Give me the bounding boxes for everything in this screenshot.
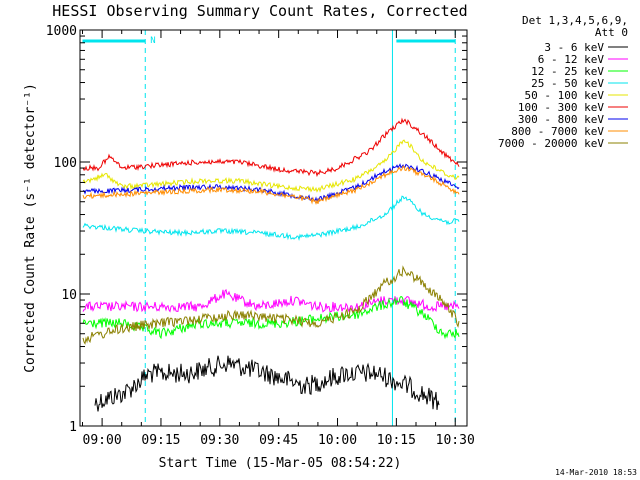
x-tick-label: 09:15 <box>141 433 180 448</box>
series-3-6-keV-kev-line <box>94 355 440 412</box>
legend-title: Det 1,3,4,5,6,9, <box>522 14 628 27</box>
series-100-300-keV-kev-line <box>82 117 460 178</box>
x-tick-label: 09:45 <box>259 433 298 448</box>
footer-timestamp: 14-Mar-2010 18:53 <box>555 468 637 477</box>
x-axis-label: Start Time (15-Mar-05 08:54:22) <box>159 456 402 471</box>
series-12-25-keV-kev-line <box>82 295 460 340</box>
legend-entry-label: 50 - 100 keV <box>525 89 605 102</box>
legend-entry-label: 6 - 12 keV <box>538 53 605 66</box>
y-tick-label: 1 <box>69 420 77 435</box>
legend-entry-label: 25 - 50 keV <box>531 77 604 90</box>
chart-title: HESSI Observing Summary Count Rates, Cor… <box>52 2 467 20</box>
x-tick-label: 09:00 <box>83 433 122 448</box>
series-300-800-keV-kev-line <box>82 163 460 204</box>
legend-entry-label: 300 - 800 keV <box>518 113 604 126</box>
plot-area: N <box>82 30 460 426</box>
y-tick-label: 100 <box>54 156 77 171</box>
series-6-12-keV-kev-line <box>82 288 460 313</box>
x-tick-label: 10:00 <box>318 433 357 448</box>
legend-entry-label: 100 - 300 keV <box>518 101 604 114</box>
series-7000-20000-keV-kev-line <box>82 265 460 345</box>
legend-entry-label: 800 - 7000 keV <box>511 125 604 138</box>
legend-title: Att 0 <box>595 26 628 39</box>
night-label: N <box>150 36 155 46</box>
y-tick-label: 1000 <box>46 24 77 39</box>
y-tick-label: 10 <box>61 288 77 303</box>
legend-entry-label: 7000 - 20000 keV <box>498 137 604 150</box>
plot-frame <box>79 29 468 427</box>
axes: 1 10 100 1000 09:00 09:15 09:30 09:45 10:00 10:15… <box>46 24 475 448</box>
series-800-7000-keV-kev-line <box>82 165 460 206</box>
x-tick-label: 09:30 <box>200 433 239 448</box>
series-25-50-keV-kev-line <box>82 195 460 242</box>
legend-entry-label: 12 - 25 keV <box>531 65 604 78</box>
x-tick-label: 10:15 <box>377 433 416 448</box>
y-axis-label: Corrected Count Rate (s⁻¹ detector⁻¹) <box>23 83 38 373</box>
series-50-100-keV-kev-line <box>82 139 460 193</box>
legend-entry-label: 3 - 6 keV <box>544 41 604 54</box>
x-tick-label: 10:30 <box>436 433 475 448</box>
